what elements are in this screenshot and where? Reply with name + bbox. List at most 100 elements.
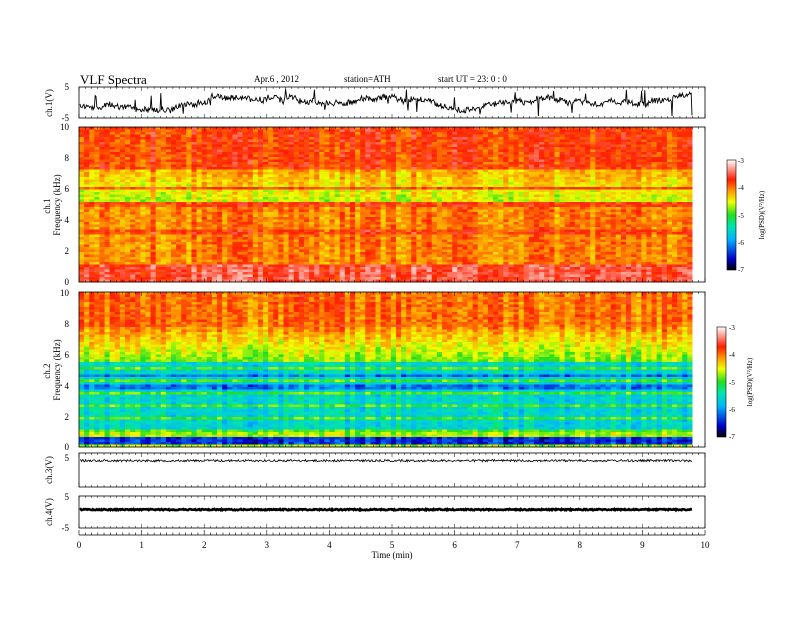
spectrogram-cell — [99, 164, 105, 168]
spectrogram-cell — [395, 262, 402, 265]
spectrogram-cell — [222, 202, 228, 205]
spectrogram-cell — [426, 239, 433, 243]
spectrogram-cell — [436, 234, 443, 238]
spectrogram-cell — [125, 182, 131, 185]
spectrogram-cell — [201, 262, 208, 265]
spectrogram-cell — [119, 249, 126, 253]
spectrogram-cell — [278, 127, 284, 130]
spectrogram-cell — [94, 207, 100, 210]
spectrogram-cell — [314, 147, 320, 150]
spectrogram-cell — [370, 214, 376, 218]
spectrogram-cell — [472, 194, 479, 198]
spectrogram-cell — [385, 169, 392, 173]
spectrogram-cell — [370, 177, 376, 180]
spectrogram-cell — [447, 222, 453, 225]
spectrogram-cell — [242, 179, 249, 183]
spectrogram-cell — [232, 277, 238, 280]
spectrogram-cell — [411, 232, 417, 235]
spectrogram-cell — [99, 234, 105, 238]
spectrogram-cell — [252, 277, 259, 280]
spectrogram-cell — [436, 134, 443, 138]
spectrogram-cell — [375, 164, 382, 168]
spectrogram-cell — [447, 237, 453, 240]
spectrogram-cell — [79, 212, 85, 215]
spectrogram-cell — [482, 192, 489, 195]
spectrogram-cell — [263, 167, 269, 170]
spectrogram-cell — [94, 249, 100, 253]
spectrogram-cell — [273, 249, 279, 253]
spectrogram-cell — [222, 257, 228, 260]
spectrogram-cell — [232, 142, 238, 145]
spectrogram-cell — [191, 177, 197, 180]
spectrogram-cell — [406, 239, 412, 243]
spectrogram-cell — [222, 262, 228, 265]
spectrogram-cell — [140, 199, 146, 203]
spectrogram-cell — [242, 227, 249, 230]
spectrogram-cell — [125, 189, 131, 193]
spectrogram-cell — [191, 269, 197, 273]
spectrogram-cell — [355, 189, 361, 193]
spectrogram-cell — [355, 127, 361, 130]
spectrogram-cell — [176, 162, 182, 165]
spectrogram-cell — [293, 172, 300, 175]
spectrogram-cell — [79, 224, 85, 228]
spectrogram-cell — [426, 247, 433, 250]
spectrogram-cell — [298, 219, 305, 223]
spectrogram-cell — [411, 269, 417, 273]
spectrogram-cell — [467, 169, 474, 173]
spectrogram-cell — [370, 202, 376, 205]
spectrogram-cell — [334, 192, 341, 195]
spectrogram-cell — [150, 214, 157, 218]
spectrogram-cell — [349, 272, 356, 275]
spectrogram-cell — [477, 182, 484, 185]
spectrogram-cell — [140, 254, 146, 258]
spectrogram-cell — [79, 129, 85, 133]
spectrogram-cell — [436, 237, 443, 240]
spectrogram-cell — [283, 174, 289, 178]
spectrogram-cell — [257, 149, 264, 153]
spectrogram-cell — [171, 227, 177, 230]
spectrogram-cell — [171, 259, 177, 263]
spectrogram-cell — [247, 272, 254, 275]
spectrogram-cell — [303, 242, 310, 245]
spectrogram-cell — [309, 169, 315, 173]
spectrogram-cell — [406, 179, 412, 183]
spectrogram-cell — [104, 164, 111, 168]
spectrogram-cell — [309, 132, 315, 135]
spectrogram-cell — [314, 222, 320, 225]
spectrogram-cell — [135, 262, 141, 265]
spectrogram-cell — [375, 194, 382, 198]
spectrogram-cell — [196, 222, 203, 225]
spectrogram-cell — [160, 222, 167, 225]
spectrogram-cell — [421, 264, 428, 268]
spectrogram-cell — [431, 157, 438, 160]
spectrogram-cell — [385, 149, 392, 153]
spectrogram-cell — [355, 277, 361, 280]
spectrogram-cell — [257, 152, 264, 155]
spectrogram-cell — [452, 132, 458, 135]
spectrogram-cell — [355, 149, 361, 153]
spectrogram-cell — [263, 257, 269, 260]
spectrogram-cell — [355, 209, 361, 213]
spectrogram-cell — [273, 142, 279, 145]
spectrogram-cell — [171, 172, 177, 175]
spectrogram-cell — [222, 177, 228, 180]
spectrogram-cell — [416, 144, 422, 148]
spectrogram-cell — [314, 249, 320, 253]
spectrogram-cell — [467, 194, 474, 198]
spectrogram-cell — [211, 157, 218, 160]
spectrogram-cell — [416, 162, 422, 165]
spectrogram-cell — [288, 232, 295, 235]
spectrogram-cell — [268, 194, 274, 198]
spectrogram-cell — [395, 217, 402, 220]
spectrogram-cell — [411, 274, 417, 278]
spectrogram-cell — [89, 214, 95, 218]
spectrogram-cell — [447, 224, 453, 228]
spectrogram-cell — [145, 219, 151, 223]
spectrogram-cell — [125, 244, 131, 248]
spectrogram-cell — [268, 182, 274, 185]
spectrogram-cell — [314, 137, 320, 140]
spectrogram-cell — [288, 197, 295, 200]
spectrogram-cell — [365, 264, 371, 268]
spectrogram-cell — [217, 179, 223, 183]
